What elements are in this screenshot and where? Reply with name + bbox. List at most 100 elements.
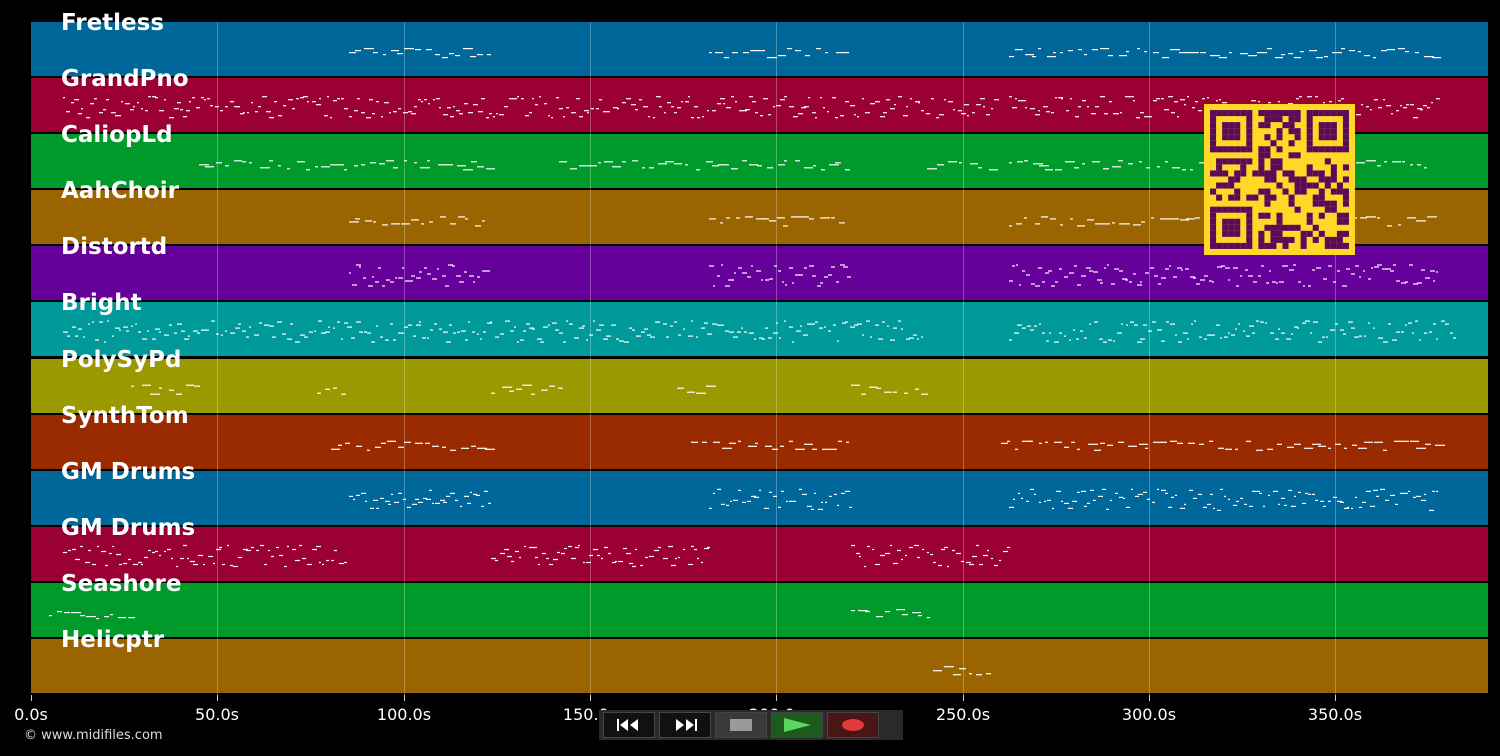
note-mark: [1136, 117, 1140, 119]
note-mark: [1016, 223, 1022, 225]
note-mark: [367, 332, 371, 334]
note-mark: [1362, 501, 1366, 503]
note-mark: [654, 549, 659, 552]
note-mark: [677, 387, 684, 389]
note-mark: [1316, 57, 1323, 59]
rewind-button[interactable]: [603, 712, 655, 738]
note-mark: [1038, 267, 1042, 269]
note-mark: [487, 270, 490, 272]
qr-module: [1330, 146, 1337, 153]
note-mark: [216, 333, 219, 335]
note-mark: [885, 611, 890, 613]
note-mark: [413, 335, 416, 337]
note-mark: [812, 112, 816, 114]
note-mark: [1162, 57, 1169, 59]
note-mark: [815, 117, 817, 119]
note-mark: [354, 165, 358, 167]
qr-module: [1330, 164, 1337, 171]
note-mark: [861, 393, 866, 395]
note-mark: [1298, 491, 1301, 493]
note-mark: [349, 116, 352, 118]
note-mark: [1424, 332, 1427, 334]
note-mark: [872, 548, 874, 551]
note-mark: [927, 617, 930, 619]
qr-module: [1342, 194, 1349, 201]
qr-module: [1276, 134, 1283, 141]
note-mark: [1216, 100, 1218, 102]
note-mark: [1289, 269, 1294, 271]
note-mark: [1225, 267, 1230, 269]
note-mark: [1009, 162, 1012, 164]
note-mark: [765, 327, 768, 329]
note-mark: [456, 110, 460, 112]
note-mark: [1352, 444, 1357, 446]
note-mark: [1072, 500, 1077, 502]
note-mark: [1081, 490, 1086, 492]
note-mark: [529, 112, 532, 114]
play-button[interactable]: [771, 712, 823, 738]
note-mark: [391, 50, 399, 52]
note-mark: [496, 113, 498, 115]
note-mark: [1320, 500, 1324, 502]
note-mark: [481, 98, 485, 100]
qr-module: [1258, 230, 1265, 237]
note-mark: [1219, 57, 1227, 59]
note-mark: [269, 117, 274, 119]
qr-module: [1246, 116, 1253, 123]
note-mark: [1373, 489, 1378, 491]
note-mark: [394, 501, 399, 503]
note-mark: [461, 447, 469, 449]
note-mark: [347, 326, 352, 328]
note-mark: [315, 166, 318, 168]
note-mark: [373, 221, 376, 223]
note-mark: [359, 331, 363, 333]
note-mark: [1344, 447, 1347, 449]
note-mark: [331, 448, 340, 450]
note-mark: [709, 218, 716, 220]
note-mark: [411, 113, 416, 115]
note-mark: [1218, 447, 1224, 449]
qr-module: [1318, 122, 1325, 129]
note-mark: [875, 324, 879, 326]
note-mark: [724, 57, 729, 59]
note-mark: [352, 284, 357, 286]
qr-module: [1276, 182, 1283, 189]
note-mark: [1403, 107, 1407, 109]
qr-module: [1330, 170, 1337, 177]
note-mark: [1427, 107, 1430, 109]
note-mark: [477, 276, 480, 278]
note-mark: [1051, 112, 1054, 114]
note-mark: [749, 164, 758, 166]
note-mark: [420, 167, 430, 169]
note-mark: [822, 448, 831, 450]
note-mark: [80, 615, 85, 617]
fast-forward-button[interactable]: [659, 712, 711, 738]
note-mark: [1275, 57, 1283, 59]
qr-module: [1246, 140, 1253, 147]
note-mark: [1202, 98, 1205, 100]
note-mark: [430, 329, 433, 331]
note-mark: [731, 168, 738, 170]
note-mark: [1195, 101, 1198, 103]
note-mark: [476, 494, 480, 496]
note-mark: [1430, 270, 1435, 272]
note-mark: [398, 446, 404, 448]
note-mark: [104, 341, 106, 343]
note-mark: [1112, 222, 1115, 224]
note-mark: [989, 169, 998, 171]
qr-module: [1294, 182, 1301, 189]
note-mark: [388, 503, 391, 505]
note-mark: [1388, 323, 1391, 325]
note-mark: [1265, 322, 1267, 324]
note-mark: [618, 560, 623, 563]
note-mark: [1095, 223, 1105, 225]
note-mark: [429, 221, 433, 223]
note-mark: [1323, 505, 1326, 507]
note-mark: [757, 165, 762, 167]
note-mark: [762, 338, 765, 340]
stop-button[interactable]: [715, 712, 767, 738]
qr-module: [1288, 128, 1295, 135]
qr-module: [1252, 170, 1259, 177]
note-mark: [890, 108, 895, 110]
record-button[interactable]: [827, 712, 879, 738]
